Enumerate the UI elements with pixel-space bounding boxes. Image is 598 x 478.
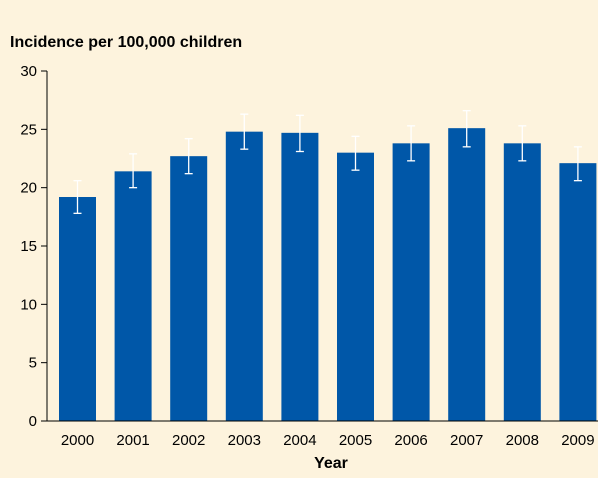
- x-tick-label: 2003: [228, 432, 261, 449]
- bar-2002: [170, 156, 208, 421]
- bar-2004: [281, 132, 319, 422]
- x-tick-label: 2005: [339, 432, 372, 449]
- x-tick-label: 2006: [394, 432, 427, 449]
- x-tick-label: 2001: [116, 432, 149, 449]
- x-tick-label: 2002: [172, 432, 205, 449]
- y-tick-label: 20: [20, 180, 37, 197]
- bar-2001: [114, 171, 152, 421]
- y-tick-label: 10: [20, 296, 37, 313]
- bar-2007: [448, 128, 486, 421]
- y-tick-label: 0: [29, 413, 37, 430]
- y-tick-label: 30: [20, 63, 37, 80]
- bar-2008: [503, 143, 541, 422]
- bars-group: [59, 110, 597, 422]
- x-tick-label: 2000: [61, 432, 94, 449]
- x-axis: 2000 2001 2002 2003 2004 2005 2006 2007 2008 2009: [47, 420, 598, 449]
- y-tick-label: 25: [20, 121, 37, 138]
- x-tick-label: 2008: [506, 432, 539, 449]
- chart-title: Incidence per 100,000 children: [10, 34, 242, 51]
- x-tick-label: 2004: [283, 432, 316, 449]
- y-tick-label: 5: [29, 355, 37, 372]
- x-tick-label: 2007: [450, 432, 483, 449]
- bar-2006: [392, 143, 430, 422]
- x-axis-label: Year: [314, 455, 348, 472]
- y-tick-label: 15: [20, 238, 37, 255]
- x-tick-label: 2009: [561, 432, 594, 449]
- bar-2000: [59, 197, 96, 421]
- y-axis: 0 5 10 15 20 25 30: [20, 63, 48, 430]
- bar-2005: [337, 152, 374, 421]
- bar-2003: [225, 131, 263, 421]
- bar-2009: [559, 163, 597, 421]
